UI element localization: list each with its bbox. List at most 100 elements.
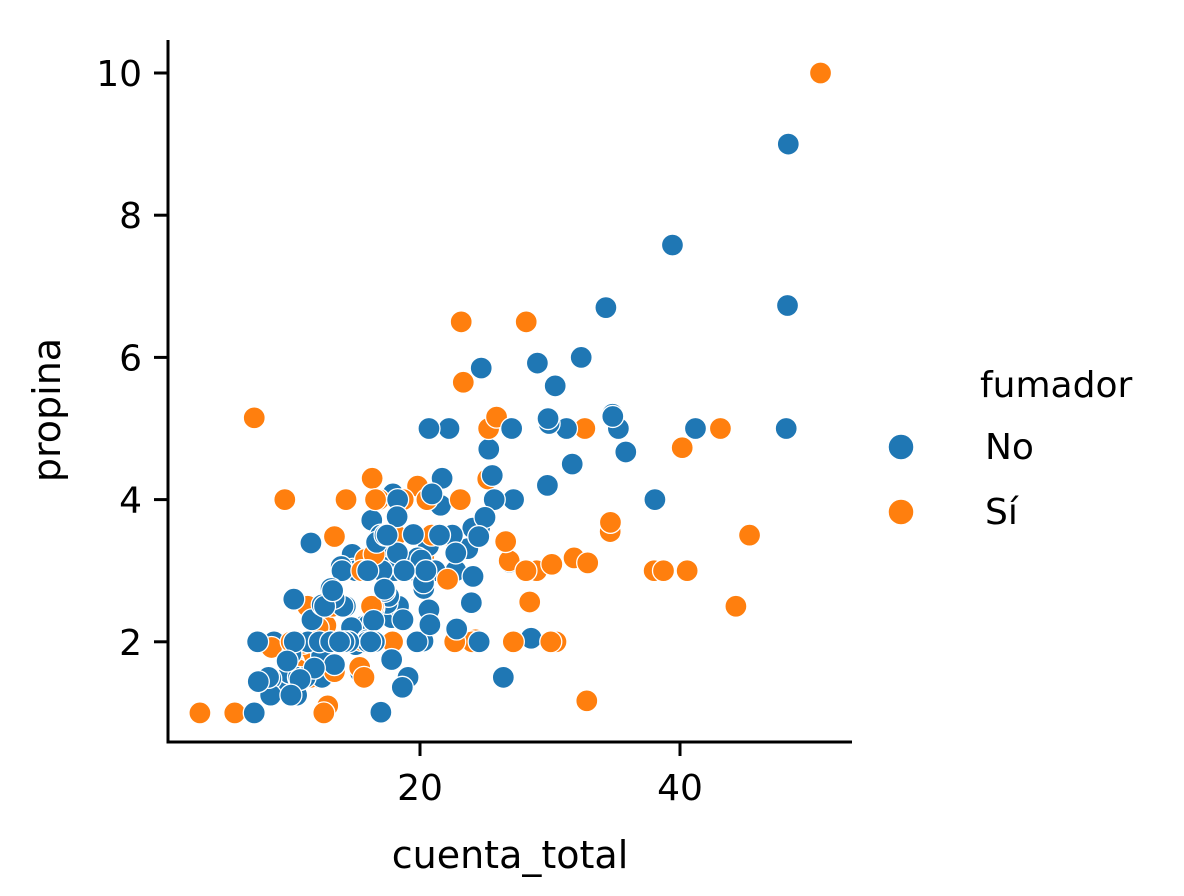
data-point-si xyxy=(724,594,748,618)
data-point-no xyxy=(569,345,593,370)
data-point-si xyxy=(708,416,733,441)
data-point-si xyxy=(514,310,538,334)
y-tick-label: 6 xyxy=(119,338,142,379)
data-point-si xyxy=(539,630,563,654)
data-point-no xyxy=(369,700,393,724)
data-point-no xyxy=(543,374,567,398)
data-point-no xyxy=(414,559,438,583)
legend-marker-no xyxy=(887,433,915,461)
y-axis-label: propina xyxy=(25,338,69,482)
data-point-no xyxy=(467,630,491,654)
data-point-no xyxy=(776,132,800,156)
data-point-si xyxy=(322,524,347,549)
data-point-no xyxy=(385,505,409,529)
data-point-si xyxy=(448,487,472,512)
data-point-no xyxy=(392,559,416,583)
data-point-no xyxy=(437,416,461,441)
data-point-no xyxy=(359,630,383,654)
data-point-no xyxy=(390,675,414,699)
data-point-no xyxy=(535,473,560,498)
y-ticks: 2 4 6 8 10 xyxy=(96,54,168,664)
data-point-si xyxy=(363,487,388,512)
data-point-no xyxy=(775,293,800,318)
data-point-si xyxy=(808,61,833,85)
data-point-no xyxy=(480,463,504,488)
data-point-si xyxy=(451,370,475,394)
data-point-no xyxy=(469,356,493,380)
data-point-no xyxy=(417,416,441,441)
x-axis-label: cuenta_total xyxy=(392,833,629,877)
data-point-no xyxy=(361,608,386,633)
data-point-no xyxy=(420,482,444,506)
data-point-no xyxy=(372,577,397,601)
data-point-no xyxy=(499,416,524,441)
data-point-si xyxy=(518,590,542,614)
data-point-no xyxy=(418,613,442,637)
data-point-no xyxy=(445,617,469,641)
data-point-no xyxy=(525,351,550,375)
data-point-no xyxy=(491,665,515,689)
legend-marker-si xyxy=(887,498,915,526)
data-point-no xyxy=(467,524,491,549)
data-point-si xyxy=(312,701,336,725)
data-point-no xyxy=(245,630,270,654)
data-point-si xyxy=(576,551,600,575)
data-point-si xyxy=(242,406,266,430)
data-point-si xyxy=(188,701,212,725)
data-point-no xyxy=(356,559,380,583)
data-point-si xyxy=(575,689,599,713)
data-point-no xyxy=(459,591,484,615)
data-point-no xyxy=(461,564,485,589)
data-point-no xyxy=(683,416,708,441)
data-point-no xyxy=(375,523,399,547)
data-point-no xyxy=(643,487,667,512)
data-point-no xyxy=(282,587,306,611)
legend: fumador No Sí xyxy=(887,365,1132,533)
legend-title: fumador xyxy=(980,365,1132,406)
data-point-no xyxy=(477,437,501,461)
data-point-no xyxy=(246,669,270,694)
data-point-no xyxy=(322,652,347,677)
y-tick-label: 8 xyxy=(119,196,142,237)
data-point-no xyxy=(405,630,429,654)
data-point-no xyxy=(320,578,345,603)
y-tick-label: 10 xyxy=(96,54,142,95)
data-point-no xyxy=(660,233,685,257)
data-point-no xyxy=(242,701,266,725)
data-point-si xyxy=(435,567,460,591)
data-point-si xyxy=(223,701,247,725)
data-point-no xyxy=(279,683,303,707)
data-point-no xyxy=(594,295,618,320)
data-point-si xyxy=(675,559,699,583)
data-point-no xyxy=(444,541,468,565)
legend-label-no: No xyxy=(985,427,1034,468)
data-point-si xyxy=(501,630,525,654)
data-point-no xyxy=(501,487,526,512)
data-point-si xyxy=(494,529,518,554)
data-point-no xyxy=(380,647,404,672)
data-point-si xyxy=(670,436,694,460)
data-point-si xyxy=(514,559,538,583)
data-point-no xyxy=(774,416,798,441)
data-point-si xyxy=(352,665,376,689)
data-point-no xyxy=(427,523,452,547)
data-point-si xyxy=(360,466,384,490)
data-point-si xyxy=(273,487,297,512)
y-tick-label: 4 xyxy=(119,481,142,522)
data-point-si xyxy=(449,310,473,334)
data-point-si xyxy=(651,559,676,583)
data-point-no xyxy=(560,452,584,476)
data-point-no xyxy=(327,630,352,654)
x-tick-label: 20 xyxy=(397,768,443,809)
data-point-no xyxy=(536,406,560,431)
data-point-no xyxy=(614,440,638,464)
y-tick-label: 2 xyxy=(119,623,142,664)
data-point-si xyxy=(737,523,762,547)
data-point-si xyxy=(540,552,564,576)
data-point-no xyxy=(601,404,625,429)
points-layer xyxy=(188,61,833,725)
data-point-si xyxy=(598,510,623,535)
x-ticks: 20 40 xyxy=(397,742,703,809)
data-point-no xyxy=(401,522,426,547)
